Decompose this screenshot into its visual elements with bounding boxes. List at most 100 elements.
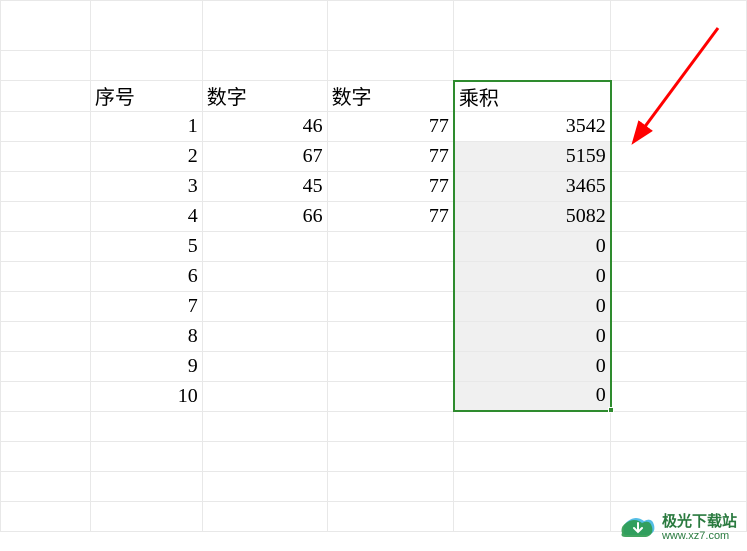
cell-empty[interactable]: [454, 1, 611, 51]
cell-num2[interactable]: [327, 351, 454, 381]
cell-empty[interactable]: [202, 1, 327, 51]
cell-num1[interactable]: [202, 261, 327, 291]
cell-product[interactable]: 3542: [454, 111, 611, 141]
cell-empty[interactable]: [90, 411, 202, 441]
cell-num1[interactable]: 66: [202, 201, 327, 231]
cell-seq[interactable]: 6: [90, 261, 202, 291]
cell-product[interactable]: 0: [454, 351, 611, 381]
cell-product[interactable]: 0: [454, 381, 611, 411]
cell-empty[interactable]: [90, 471, 202, 501]
cell-empty[interactable]: [454, 441, 611, 471]
cell-empty[interactable]: [1, 411, 91, 441]
header-product[interactable]: 乘积: [454, 81, 611, 112]
cell-num2[interactable]: [327, 381, 454, 411]
cell-seq[interactable]: 4: [90, 201, 202, 231]
cell-product[interactable]: 5159: [454, 141, 611, 171]
cell-seq[interactable]: 8: [90, 321, 202, 351]
cell-seq[interactable]: 3: [90, 171, 202, 201]
cell-num2[interactable]: 77: [327, 171, 454, 201]
cell-empty[interactable]: [1, 321, 91, 351]
fill-handle[interactable]: [608, 407, 614, 413]
cell-empty[interactable]: [327, 501, 454, 531]
cell-empty[interactable]: [202, 51, 327, 81]
cell-empty[interactable]: [611, 51, 747, 81]
cell-num2[interactable]: [327, 261, 454, 291]
cell-empty[interactable]: [611, 231, 747, 261]
cell-empty[interactable]: [202, 411, 327, 441]
cell-empty[interactable]: [327, 471, 454, 501]
cell-num1[interactable]: 45: [202, 171, 327, 201]
cell-empty[interactable]: [90, 51, 202, 81]
cell-product[interactable]: 0: [454, 261, 611, 291]
cell-product[interactable]: 0: [454, 291, 611, 321]
cell-empty[interactable]: [327, 441, 454, 471]
cell-seq[interactable]: 9: [90, 351, 202, 381]
cell-empty[interactable]: [1, 141, 91, 171]
cell-empty[interactable]: [202, 441, 327, 471]
cell-empty[interactable]: [611, 321, 747, 351]
cell-empty[interactable]: [454, 471, 611, 501]
cell-empty[interactable]: [611, 351, 747, 381]
cell-empty[interactable]: [1, 501, 91, 531]
cell-seq[interactable]: 10: [90, 381, 202, 411]
cell-empty[interactable]: [1, 111, 91, 141]
cell-seq[interactable]: 1: [90, 111, 202, 141]
cell-num2[interactable]: 77: [327, 111, 454, 141]
cell-num1[interactable]: [202, 321, 327, 351]
cell-empty[interactable]: [1, 261, 91, 291]
cell-empty[interactable]: [611, 1, 747, 51]
cell-num2[interactable]: 77: [327, 201, 454, 231]
cell-empty[interactable]: [611, 441, 747, 471]
cell-num1[interactable]: [202, 381, 327, 411]
cell-empty[interactable]: [611, 201, 747, 231]
cell-empty[interactable]: [1, 291, 91, 321]
cell-num2[interactable]: [327, 321, 454, 351]
cell-product[interactable]: 5082: [454, 201, 611, 231]
cell-empty[interactable]: [327, 1, 454, 51]
cell-seq[interactable]: 7: [90, 291, 202, 321]
cell-empty[interactable]: [454, 411, 611, 441]
cell-empty[interactable]: [90, 441, 202, 471]
cell-empty[interactable]: [1, 201, 91, 231]
cell-product[interactable]: 0: [454, 321, 611, 351]
cell-empty[interactable]: [611, 111, 747, 141]
cell-num1[interactable]: [202, 291, 327, 321]
cell-empty[interactable]: [1, 471, 91, 501]
cell-seq[interactable]: 2: [90, 141, 202, 171]
cell-empty[interactable]: [454, 51, 611, 81]
cell-empty[interactable]: [202, 501, 327, 531]
cell-empty[interactable]: [327, 51, 454, 81]
cell-empty[interactable]: [611, 411, 747, 441]
cell-empty[interactable]: [611, 261, 747, 291]
spreadsheet-grid[interactable]: 序号 数字 数字 乘积 1467735422677751593457734654…: [0, 0, 747, 532]
cell-seq[interactable]: 5: [90, 231, 202, 261]
cell-empty[interactable]: [1, 81, 91, 112]
cell-empty[interactable]: [1, 231, 91, 261]
cell-empty[interactable]: [90, 1, 202, 51]
cell-empty[interactable]: [611, 471, 747, 501]
cell-empty[interactable]: [1, 351, 91, 381]
cell-empty[interactable]: [611, 81, 747, 112]
cell-empty[interactable]: [1, 171, 91, 201]
cell-empty[interactable]: [1, 1, 91, 51]
cell-num1[interactable]: 46: [202, 111, 327, 141]
cell-empty[interactable]: [611, 291, 747, 321]
cell-empty[interactable]: [90, 501, 202, 531]
cell-empty[interactable]: [454, 501, 611, 531]
cell-num1[interactable]: [202, 351, 327, 381]
header-seq[interactable]: 序号: [90, 81, 202, 112]
cell-num2[interactable]: 77: [327, 141, 454, 171]
cell-empty[interactable]: [611, 171, 747, 201]
cell-empty[interactable]: [611, 381, 747, 411]
cell-num2[interactable]: [327, 231, 454, 261]
cell-product[interactable]: 0: [454, 231, 611, 261]
cell-empty[interactable]: [1, 381, 91, 411]
cell-num1[interactable]: [202, 231, 327, 261]
cell-num2[interactable]: [327, 291, 454, 321]
cell-empty[interactable]: [202, 471, 327, 501]
header-num2[interactable]: 数字: [327, 81, 454, 112]
cell-empty[interactable]: [1, 441, 91, 471]
header-num1[interactable]: 数字: [202, 81, 327, 112]
cell-empty[interactable]: [611, 141, 747, 171]
cell-empty[interactable]: [327, 411, 454, 441]
